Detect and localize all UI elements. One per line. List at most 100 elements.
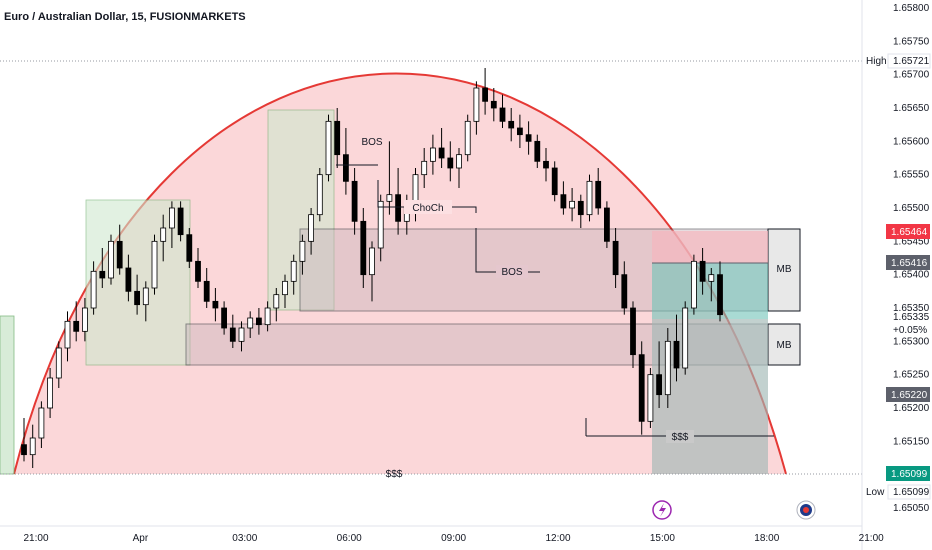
- position-lower-zone: [652, 319, 768, 474]
- candle: [82, 298, 88, 342]
- candle-body: [369, 247, 375, 276]
- candle-body: [551, 167, 558, 196]
- candle-body: [525, 134, 532, 142]
- candle: [421, 148, 428, 188]
- x-tick-label: 06:00: [337, 533, 362, 544]
- candle: [377, 194, 384, 262]
- candle: [525, 121, 532, 155]
- x-tick-label: 18:00: [754, 533, 779, 544]
- candle-body: [342, 154, 349, 182]
- candle: [456, 148, 462, 188]
- candle: [73, 301, 80, 342]
- green-price-tag: [886, 466, 930, 481]
- candle: [638, 341, 645, 435]
- high-tag-box: [887, 53, 931, 69]
- candle-body: [377, 200, 384, 249]
- candle: [125, 254, 132, 302]
- consolidation-box-2: [267, 109, 335, 311]
- choch-label: ChoCh: [412, 203, 443, 214]
- candle-body: [456, 154, 462, 169]
- candle-body: [708, 274, 715, 282]
- candle-body: [168, 207, 175, 229]
- red-price-tag: [886, 224, 930, 239]
- x-tick-label: 03:00: [232, 533, 257, 544]
- candle: [656, 341, 662, 408]
- liquidity-bottom-label: $$$: [386, 469, 403, 480]
- candle-body: [116, 240, 123, 269]
- liquidity-right-label-bg: [666, 430, 694, 443]
- candle-body: [264, 307, 271, 326]
- y-tick-label: 1.65300: [893, 336, 930, 347]
- candle: [316, 168, 323, 222]
- candle-body: [447, 157, 454, 169]
- y-tick-label: 1.65150: [893, 436, 930, 447]
- candle-body: [586, 180, 593, 216]
- candle: [490, 88, 497, 122]
- candle-body: [656, 374, 662, 396]
- price-axis[interactable]: 1.65800 1.65750 1.65700 1.65650 1.65600 1.655…: [893, 3, 930, 514]
- candle-body: [38, 407, 45, 439]
- candle: [395, 168, 402, 235]
- candle: [612, 228, 619, 288]
- candle: [168, 201, 175, 248]
- candle: [247, 311, 254, 338]
- green-price-tag-value: 1.65099: [891, 469, 928, 480]
- candle-body: [421, 160, 428, 176]
- low-tag-box: [887, 484, 931, 500]
- candle-body: [630, 307, 636, 356]
- candle: [604, 201, 610, 248]
- candle: [29, 424, 36, 468]
- candle: [569, 188, 575, 222]
- candle: [255, 308, 262, 335]
- candle-body: [125, 267, 132, 292]
- candle: [108, 234, 114, 285]
- candle: [447, 141, 454, 182]
- candle: [664, 328, 671, 408]
- candle: [334, 108, 341, 168]
- candle: [221, 301, 228, 335]
- left-green-zone: [0, 315, 15, 475]
- candle: [238, 321, 245, 352]
- candle: [151, 234, 158, 295]
- candle-body: [186, 234, 193, 262]
- candle: [517, 114, 523, 148]
- candle-body: [386, 194, 393, 202]
- candle-body: [612, 240, 619, 276]
- candle: [273, 288, 280, 322]
- y-tick-label: 1.65450: [893, 236, 930, 247]
- candle-body: [647, 374, 654, 422]
- candle-body: [203, 280, 210, 302]
- candle-body: [604, 207, 610, 242]
- candle-body: [490, 100, 497, 109]
- candle-body: [142, 287, 149, 306]
- candle-body: [55, 347, 62, 379]
- lower-mb-label-box: [767, 323, 801, 366]
- y-tick-label: 1.65700: [893, 70, 930, 81]
- candle-body: [64, 320, 71, 349]
- candle: [38, 401, 45, 448]
- time-axis[interactable]: 21:00 Apr 03:00 06:00 09:00 12:00 15:00 18:00 21…: [23, 533, 932, 544]
- globe-flag-icon[interactable]: [796, 500, 816, 520]
- candle: [264, 301, 271, 332]
- candle: [499, 94, 506, 128]
- candle: [464, 114, 471, 162]
- candle-body: [334, 120, 341, 156]
- low-tag-label: Low: [866, 487, 885, 498]
- candle-body: [595, 180, 602, 209]
- candles-group: [21, 68, 723, 468]
- candle: [90, 261, 97, 315]
- red-price-tag-value: 1.65464: [891, 227, 928, 238]
- lightning-icon[interactable]: [652, 500, 672, 520]
- candle-body: [569, 200, 575, 209]
- bos-2-label-bg: [496, 265, 528, 278]
- candle: [647, 368, 654, 428]
- candle: [229, 314, 236, 348]
- upper-mb-label: MB: [777, 264, 792, 275]
- candle: [290, 254, 297, 295]
- candle: [55, 341, 62, 388]
- candle: [621, 261, 628, 315]
- candle: [691, 254, 697, 315]
- candle: [551, 161, 558, 202]
- candle-body: [577, 200, 584, 216]
